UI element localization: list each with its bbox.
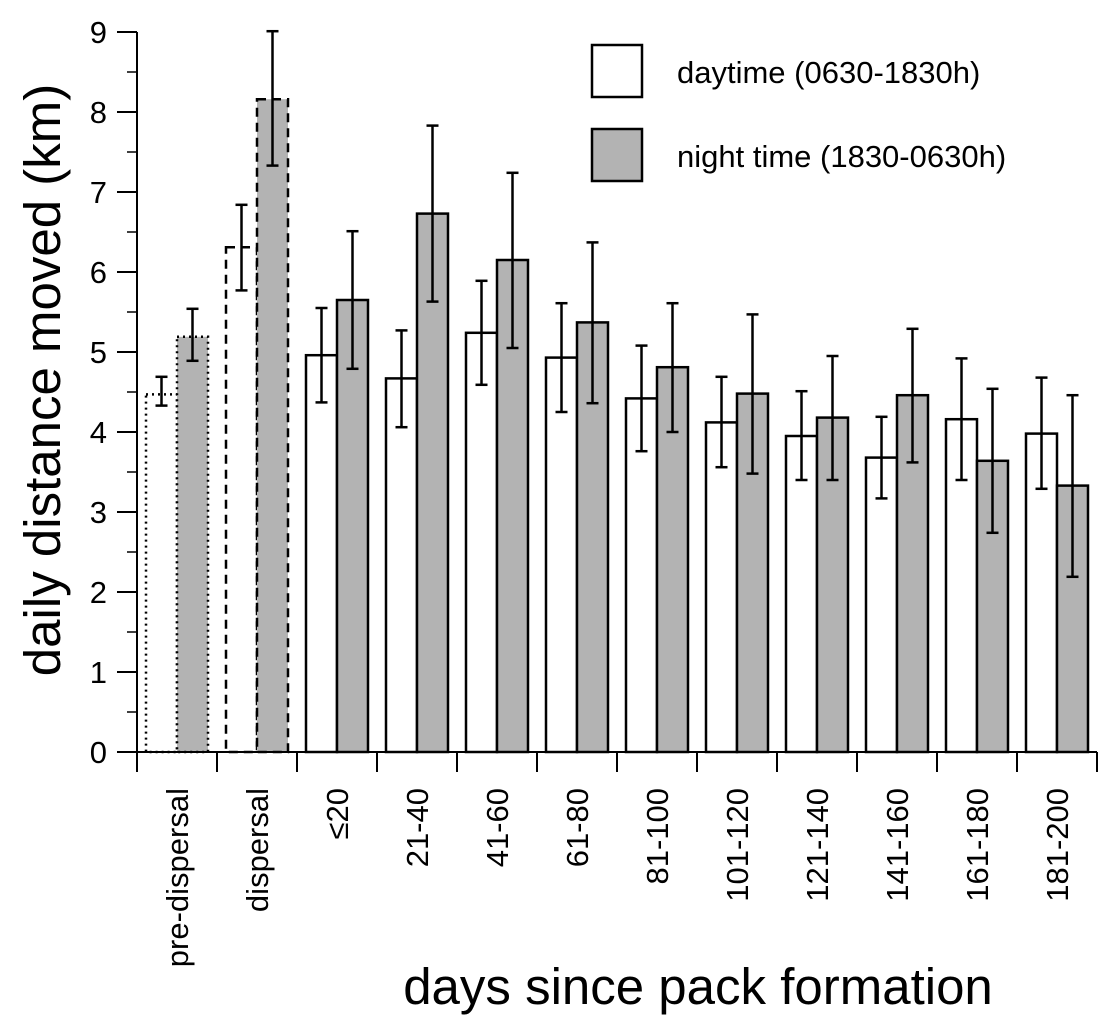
bar-nighttime xyxy=(175,335,210,754)
x-tick-label: 41-60 xyxy=(480,788,515,867)
x-axis-label: days since pack formation xyxy=(403,958,993,1015)
y-tick-label: 5 xyxy=(90,335,107,370)
x-tick-label: 81-100 xyxy=(640,788,675,885)
bar-daytime xyxy=(224,245,259,754)
y-tick-label: 2 xyxy=(90,575,107,610)
bar-daytime xyxy=(464,331,499,754)
legend-label-nighttime: night time (1830-0630h) xyxy=(677,139,1006,174)
y-tick-label: 9 xyxy=(90,15,107,50)
bar-daytime xyxy=(704,421,739,754)
y-tick-label: 7 xyxy=(90,175,107,210)
plot-area xyxy=(144,29,1090,754)
axes: 0 1 2 3 4 5 6 7 8 9 pre-dispersal dispersal ≤20 21-40… xyxy=(90,15,1098,967)
legend-label-daytime: daytime (0630-1830h) xyxy=(677,55,980,90)
y-axis-label: daily distance moved (km) xyxy=(14,84,71,676)
x-tick-label: 61-80 xyxy=(560,788,595,867)
y-tick-label: 1 xyxy=(90,655,107,690)
bar-daytime xyxy=(384,377,419,754)
x-tick-label: 181-200 xyxy=(1040,788,1075,902)
y-tick-label: 3 xyxy=(90,495,107,530)
x-tick-label: 141-160 xyxy=(880,788,915,902)
x-tick-label: dispersal xyxy=(240,788,275,912)
x-tick-label: 161-180 xyxy=(960,788,995,902)
x-tick-label: ≤20 xyxy=(320,788,355,840)
bar-nighttime xyxy=(255,97,290,754)
legend: daytime (0630-1830h) night time (1830-063… xyxy=(590,43,1006,183)
bar-daytime xyxy=(304,353,339,754)
legend-swatch-nighttime xyxy=(590,127,644,183)
x-tick-label: 101-120 xyxy=(720,788,755,902)
x-tick-label: 121-140 xyxy=(800,788,835,902)
bar-daytime xyxy=(144,393,179,754)
y-tick-label: 0 xyxy=(90,735,107,770)
y-tick-label: 6 xyxy=(90,255,107,290)
legend-swatch-daytime xyxy=(590,43,644,99)
x-tick-label: 21-40 xyxy=(400,788,435,867)
bar-daytime xyxy=(864,456,899,754)
x-tick-label: pre-dispersal xyxy=(160,788,195,967)
bar-nighttime xyxy=(415,212,450,754)
bar-daytime xyxy=(544,356,579,754)
y-tick-label: 8 xyxy=(90,95,107,130)
bar-daytime xyxy=(784,434,819,754)
y-tick-label: 4 xyxy=(90,415,107,450)
